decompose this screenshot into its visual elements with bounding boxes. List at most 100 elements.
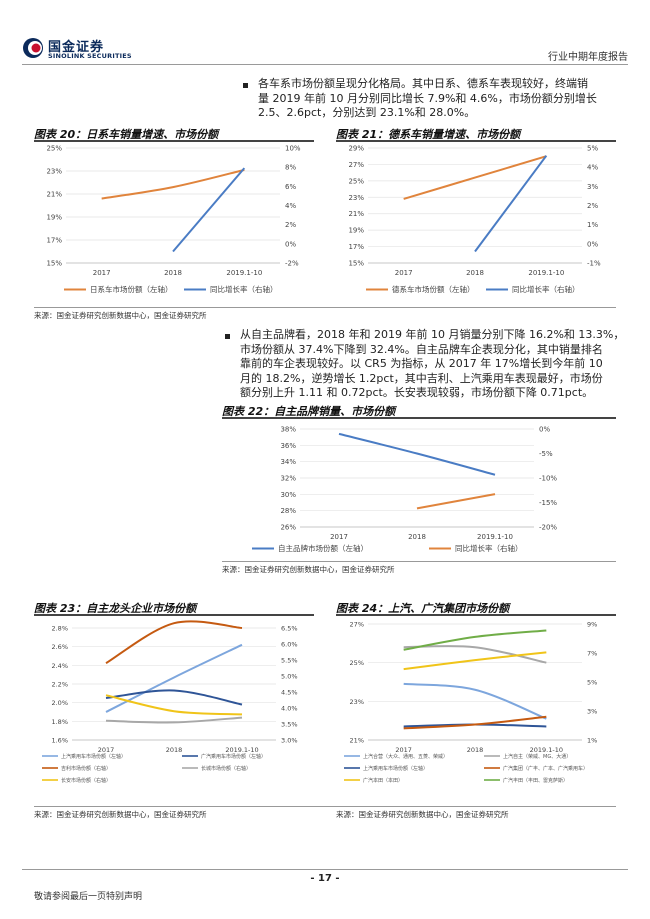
paragraph-domestic: 从自主品牌看，2018 年和 2019 年前 10 月销量分别下降 16.2%和… (240, 328, 628, 401)
x-tick-label: 2019.1-10 (225, 746, 258, 754)
right-tick-label: 1% (587, 737, 597, 745)
left-tick-label: 1.6% (51, 737, 68, 745)
bullet-marker (225, 334, 230, 339)
left-tick-label: 21% (348, 210, 364, 218)
series-line (172, 167, 246, 253)
left-tick-label: 2.2% (51, 681, 68, 689)
logo-text-cn: 国金证券 (48, 40, 105, 55)
source-note: 来源：国金证券研究创新数据中心，国金证券研究所 (34, 810, 207, 819)
right-tick-label: 1% (587, 221, 598, 229)
fig20-svg: 25% 23% 21% 19% 17% 15% 10% 8% 6% 4% 2% 0% -2% 2017 20… (46, 145, 300, 295)
source-note: 来源：国金证券研究创新数据中心，国金证券研究所 (222, 565, 395, 574)
right-tick-label: 4.5% (281, 689, 298, 697)
legend-label: 长安市场份额（右轴） (61, 777, 111, 784)
right-tick-label: 6% (285, 183, 296, 191)
left-tick-label: 19% (46, 214, 62, 222)
right-tick-label: 4% (587, 164, 598, 172)
legend-label: 上汽乘用车市场份额（左轴） (363, 765, 428, 772)
series-line (403, 155, 547, 200)
left-tick-label: 36% (280, 442, 296, 450)
left-tick-label: 25% (46, 145, 62, 153)
series-line (105, 689, 243, 706)
series-line (416, 493, 496, 510)
legend-label: 同比增长率（右轴） (455, 543, 523, 553)
report-type-label: 行业中期年度报告 (548, 52, 628, 63)
figure-rule (336, 140, 616, 142)
right-tick-label: 0% (285, 240, 296, 248)
right-tick-label: 4% (285, 202, 296, 210)
series-line (105, 694, 243, 716)
series-line (105, 620, 243, 665)
right-tick-label: 5.5% (281, 657, 298, 665)
legend-label: 广汽乘用车市场份额（左轴） (201, 753, 266, 760)
source-divider (34, 806, 616, 807)
right-tick-label: 6.5% (281, 625, 298, 633)
x-tick-label: 2017 (395, 269, 413, 277)
para-line: 市场份额从 37.4%下降到 32.4%。自主品牌车企表现分化，其中销量排名 (240, 342, 603, 356)
paragraph-jp-de: 各车系市场份额呈现分化格局。其中日系、德系车表现较好，终端销 量 2019 年前… (258, 77, 628, 121)
left-tick-label: 2.8% (51, 625, 68, 633)
left-tick-label: 27% (350, 621, 364, 629)
left-tick-label: 1.8% (51, 718, 68, 726)
chart-fig22: 38% 36% 34% 32% 30% 28% 26% 0% -5% -10% -15% -20% 20… (222, 419, 616, 561)
source-note: 来源：国金证券研究创新数据中心，国金证券研究所 (34, 311, 207, 320)
left-tick-label: 2.6% (51, 643, 68, 651)
x-tick-label: 2018 (408, 533, 426, 541)
chart-fig23: 2.8% 2.6% 2.4% 2.2% 2.0% 1.8% 1.6% 6.5% 6.0% 5.5%… (34, 616, 314, 804)
right-tick-label: 8% (285, 164, 296, 172)
right-tick-label: 0% (587, 240, 598, 248)
figure-rule (222, 417, 616, 419)
figure-rule (34, 140, 314, 142)
figure-title: 图表 23：自主龙头企业市场份额 (34, 602, 197, 615)
x-tick-label: 2018 (467, 746, 484, 754)
legend-label: 广汽丰田（丰田、雷克萨斯） (503, 777, 568, 784)
fig23-svg: 2.8% 2.6% 2.4% 2.2% 2.0% 1.8% 1.6% 6.5% 6.0% 5.5%… (42, 620, 298, 784)
right-tick-label: 9% (587, 621, 597, 629)
legend-label: 吉利市场份额（右轴） (61, 765, 111, 772)
x-tick-label: 2019.1-10 (477, 533, 513, 541)
para-line: 量 2019 年前 10 月分别同比增长 7.9%和 4.6%，市场份额分别增长 (258, 91, 597, 105)
right-tick-label: 3% (587, 708, 597, 716)
chart-fig20: 25% 23% 21% 19% 17% 15% 10% 8% 6% 4% 2% 0% -2% 2017 20… (34, 142, 314, 307)
left-tick-label: 34% (280, 458, 296, 466)
series-line (338, 432, 496, 476)
para-line: 从自主品牌看，2018 年和 2019 年前 10 月销量分别下降 16.2%和… (240, 328, 625, 341)
chart-fig21: 29% 27% 25% 23% 21% 19% 17% 15% 5% 4% 3% 2% 1% 0% -1% 2… (336, 142, 616, 307)
left-tick-label: 19% (348, 227, 364, 235)
legend-label: 日系车市场份额（左轴） (90, 284, 173, 294)
fig21-svg: 29% 27% 25% 23% 21% 19% 17% 15% 5% 4% 3% 2% 1% 0% -1% 2… (348, 145, 601, 295)
legend-label: 广汽集团（广丰、广本、广汽乘用车） (503, 765, 588, 772)
figure-title: 图表 22：自主品牌销量、市场份额 (222, 405, 396, 418)
left-tick-label: 26% (280, 524, 296, 532)
left-tick-label: 17% (348, 243, 364, 251)
left-tick-label: 30% (280, 491, 296, 499)
right-tick-label: -1% (587, 260, 601, 268)
para-line: 靠前的车企表现较好。以 CR5 为指标，从 2017 年 17%增长到今年前 1… (240, 357, 603, 370)
x-tick-label: 2017 (395, 746, 412, 754)
legend-label: 自主品牌市场份额（左轴） (278, 543, 368, 553)
x-tick-label: 2018 (164, 269, 182, 277)
para-line: 各车系市场份额呈现分化格局。其中日系、德系车表现较好，终端销 (258, 77, 588, 90)
bullet-marker (243, 83, 248, 88)
right-tick-label: 0% (539, 426, 550, 434)
x-tick-label: 2017 (98, 746, 115, 754)
page-header: 国金证券 SINOLINK SECURITIES 行业中期年度报告 (0, 0, 650, 65)
left-tick-label: 2.0% (51, 699, 68, 707)
series-line (474, 155, 548, 253)
disclaimer-note: 敬请参阅最后一页特别声明 (34, 892, 143, 902)
left-tick-label: 21% (46, 191, 62, 199)
series-line (403, 651, 547, 671)
left-tick-label: 32% (280, 475, 296, 483)
legend-label: 上汽自主（荣威、MG、大通） (503, 753, 571, 760)
x-tick-label: 2017 (330, 533, 348, 541)
para-line: 额分别上升 1.11 和 0.72pct。长安表现较弱，市场份额下降 0.71p… (240, 386, 594, 399)
source-divider (34, 307, 616, 308)
legend-label: 德系车市场份额（左轴） (392, 284, 475, 294)
right-tick-label: -10% (539, 475, 557, 483)
source-note: 来源：国金证券研究创新数据中心，国金证券研究所 (336, 810, 509, 819)
logo-text-en: SINOLINK SECURITIES (48, 52, 132, 60)
legend-label: 广汽本田（本田） (363, 777, 403, 784)
legend-label: 上汽合营（大众、通用、五菱、荣威） (363, 753, 448, 760)
series-line (101, 168, 245, 200)
left-tick-label: 23% (350, 698, 364, 706)
